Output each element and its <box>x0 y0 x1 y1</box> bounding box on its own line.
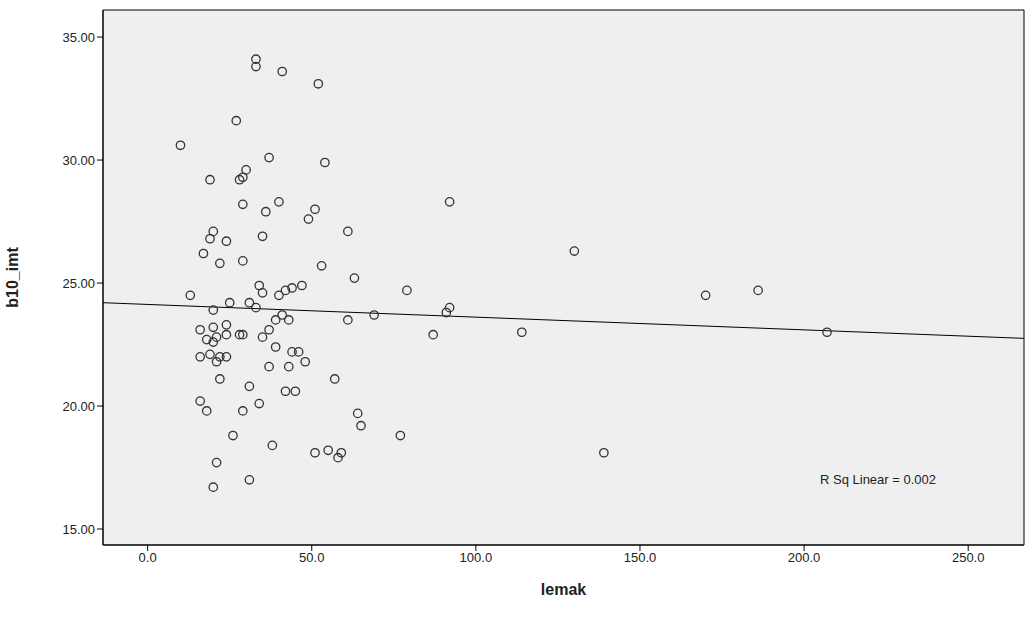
svg-text:25.00: 25.00 <box>62 276 95 291</box>
svg-text:50.0: 50.0 <box>299 550 324 565</box>
svg-text:b10_imt: b10_imt <box>4 247 21 308</box>
svg-text:30.00: 30.00 <box>62 153 95 168</box>
svg-text:100.0: 100.0 <box>460 550 493 565</box>
svg-text:250.0: 250.0 <box>952 550 985 565</box>
svg-text:lemak: lemak <box>541 581 586 598</box>
svg-text:0.0: 0.0 <box>139 550 157 565</box>
svg-text:15.00: 15.00 <box>62 522 95 537</box>
html-text:R Sq Linear = 0.002: R Sq Linear = 0.002 <box>820 472 936 487</box>
svg-text:150.0: 150.0 <box>624 550 657 565</box>
svg-text:35.00: 35.00 <box>62 30 95 45</box>
svg-text:20.00: 20.00 <box>62 399 95 414</box>
svg-text:200.0: 200.0 <box>788 550 821 565</box>
